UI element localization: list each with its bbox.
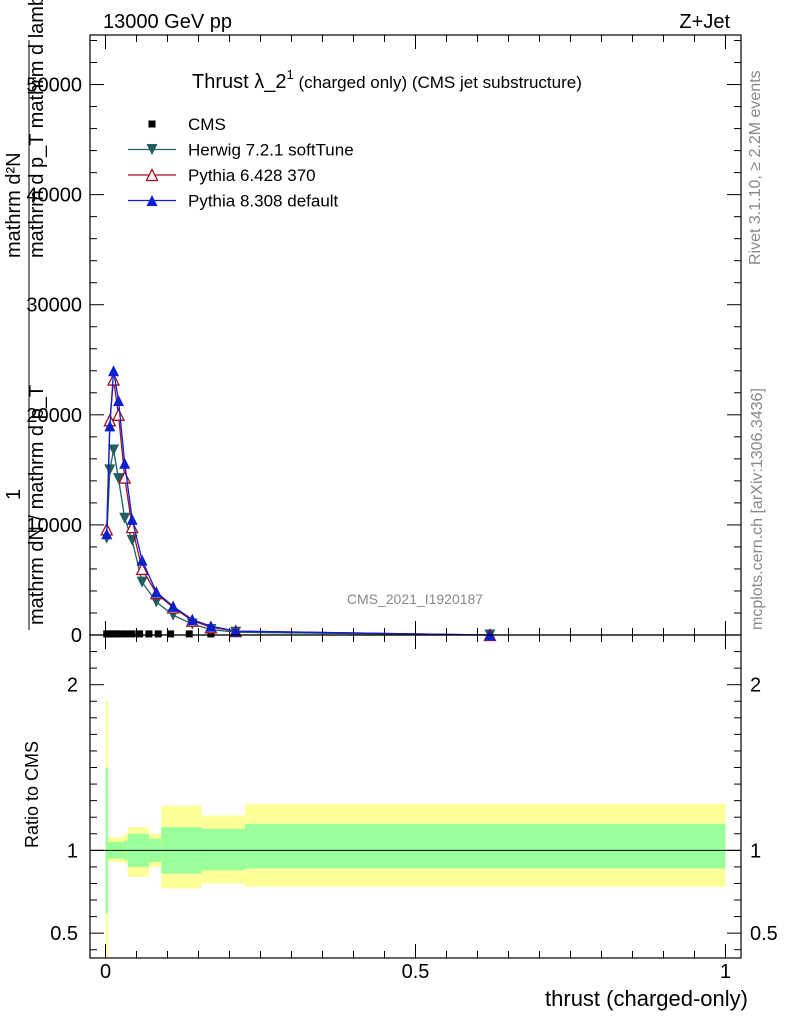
legend-entry: Pythia 6.428 370: [128, 166, 316, 185]
series-cms: [103, 630, 215, 638]
y-label-line2: mathrm d p_T mathrm d lambda: [26, 0, 48, 258]
x-axis-label: thrust (charged-only): [545, 986, 748, 1011]
series-layer: [100, 365, 497, 642]
ratio-band-inner: [201, 828, 245, 871]
data-point: [136, 554, 148, 566]
ratio-tick-label-left: 2: [67, 675, 78, 697]
y-tick-label: 20000: [26, 405, 82, 427]
data-point: [154, 630, 162, 638]
x-tick-label: 0: [100, 961, 111, 983]
series-line: [106, 449, 490, 636]
ratio-y-axis-label: Ratio to CMS: [22, 741, 42, 848]
ratio-tick-label-right: 0.5: [750, 923, 778, 945]
data-point: [119, 512, 131, 524]
legend: CMS Herwig 7.2.1 softTune Pythia 6.428 370…: [128, 115, 354, 211]
series-herwig-7-2-1-softtune: [101, 444, 496, 641]
y-label-line1: mathrm d²N: [3, 152, 25, 258]
data-point: [136, 576, 148, 588]
data-point: [113, 473, 125, 485]
legend-entry: Pythia 8.308 default: [128, 192, 339, 211]
data-point: [109, 630, 117, 638]
legend-label: Pythia 8.308 default: [188, 192, 339, 211]
header-left: 13000 GeV pp: [103, 11, 232, 33]
ratio-y-tick-labels: 0.5 0.5 1 1 2 2: [50, 675, 778, 945]
data-point: [135, 561, 149, 576]
y-label-fraction-top: 1: [3, 489, 25, 500]
ratio-band-inner: [245, 823, 726, 869]
ratio-tick-label-right: 1: [750, 840, 761, 862]
x-tick-labels: 0 0.5 1: [100, 961, 731, 983]
main-panel: 0 10000 20000 30000 40000 50000 Thrust λ_21 (…: [26, 34, 742, 647]
plot-title: Thrust λ_21 (charged only) (CMS jet subs…: [192, 67, 582, 93]
series-pythia-8-308-default: [101, 365, 496, 641]
ratio-bands: [105, 701, 726, 958]
main-y-axis-label: mathrm d²N mathrm d p_T mathrm d lambda …: [3, 0, 48, 630]
main-axis-ticks: [90, 35, 741, 636]
x-tick-label: 0.5: [402, 961, 430, 983]
legend-label: CMS: [188, 115, 226, 134]
y-tick-label: 10000: [26, 515, 82, 537]
legend-label: Pythia 6.428 370: [188, 166, 316, 185]
data-point: [136, 630, 144, 638]
data-point: [230, 625, 242, 637]
data-point: [105, 630, 113, 638]
data-point: [108, 444, 120, 456]
data-point: [113, 630, 121, 638]
y-tick-label: 50000: [26, 75, 82, 97]
legend-entry: CMS: [148, 115, 226, 134]
legend-entry: Herwig 7.2.1 softTune: [128, 141, 354, 160]
data-point: [186, 614, 198, 626]
data-point: [167, 600, 179, 612]
data-point: [108, 365, 120, 377]
legend-marker: [146, 144, 158, 155]
ratio-tick-label-right: 2: [750, 675, 761, 697]
watermark: CMS_2021_I1920187: [347, 591, 483, 607]
ratio-tick-label-left: 1: [67, 840, 78, 862]
ratio-panel: 0.5 0.51 12 2 0 0.5 1: [50, 634, 778, 983]
data-point: [113, 395, 125, 407]
x-tick-label: 1: [720, 961, 731, 983]
data-point: [117, 630, 125, 638]
data-point: [111, 407, 126, 421]
y-tick-label: 0: [71, 625, 82, 647]
data-point: [205, 620, 217, 632]
ratio-tick-label-left: 0.5: [50, 923, 78, 945]
data-point: [145, 630, 153, 638]
legend-marker: [148, 120, 156, 128]
ratio-axis-ticks: [90, 635, 741, 958]
legend-label: Herwig 7.2.1 softTune: [188, 141, 354, 160]
y-tick-label: 30000: [26, 295, 82, 317]
data-point: [104, 420, 116, 432]
y-tick-label: 40000: [26, 185, 82, 207]
data-point: [150, 586, 162, 598]
legend-marker: [145, 168, 159, 182]
rivet-label: Rivet 3.1.10, ≥ 2.2M events: [747, 70, 764, 265]
legend-marker: [146, 195, 158, 206]
data-point: [128, 630, 136, 638]
data-point: [167, 630, 175, 638]
y-label-fraction-bottom: mathrm dN / mathrm d p_T: [26, 385, 48, 625]
main-y-tick-labels: 0 10000 20000 30000 40000 50000: [26, 75, 82, 647]
data-point: [104, 464, 116, 476]
data-point: [185, 630, 193, 638]
ratio-frame: [89, 634, 742, 959]
header-right: Z+Jet: [679, 11, 730, 33]
data-point: [119, 457, 131, 469]
mcplots-label: mcplots.cern.ch [arXiv:1306.3436]: [749, 388, 766, 630]
data-point: [122, 630, 130, 638]
data-point: [126, 513, 138, 525]
data-point: [101, 528, 113, 540]
ratio-band-inner: [105, 767, 108, 914]
